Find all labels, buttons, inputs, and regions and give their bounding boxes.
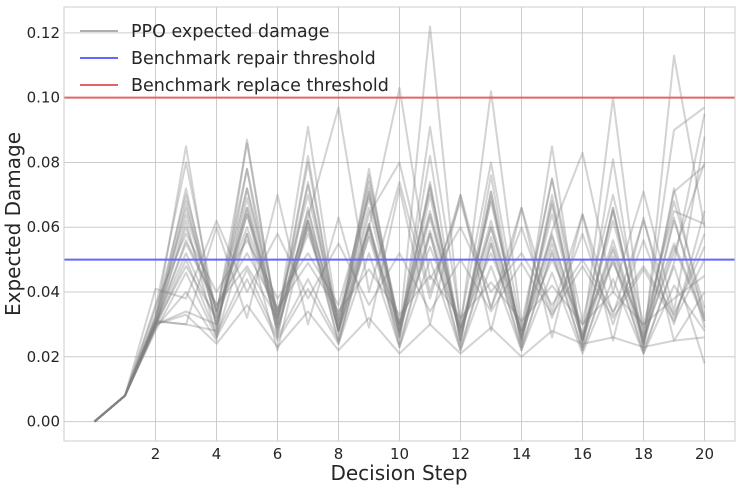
x-tick-label: 16 bbox=[573, 445, 592, 463]
legend-label-repair: Benchmark repair threshold bbox=[131, 49, 376, 69]
ppo-series-line-22 bbox=[93, 303, 705, 423]
x-tick-label: 4 bbox=[212, 445, 222, 463]
x-tick-label: 20 bbox=[695, 445, 714, 463]
legend-label-replace: Benchmark replace threshold bbox=[131, 76, 389, 96]
ppo-series-line-20 bbox=[93, 242, 706, 423]
y-axis-label: Expected Damage bbox=[1, 132, 25, 316]
x-tick-labels: 2 4 6 8 10 12 14 16 18 20 bbox=[151, 445, 714, 463]
x-tick-label: 10 bbox=[390, 445, 409, 463]
ppo-series-line-12 bbox=[93, 25, 705, 423]
ppo-series-line-5 bbox=[93, 142, 706, 423]
x-tick-label: 18 bbox=[634, 445, 653, 463]
threshold-lines bbox=[64, 96, 735, 261]
y-tick-label: 0.02 bbox=[27, 348, 60, 366]
x-tick-label: 6 bbox=[273, 445, 283, 463]
x-tick-label: 12 bbox=[451, 445, 470, 463]
ppo-series-line-11 bbox=[93, 187, 706, 423]
x-tick-label: 2 bbox=[151, 445, 161, 463]
y-tick-label: 0.06 bbox=[27, 218, 60, 236]
y-tick-label: 0.04 bbox=[27, 283, 60, 301]
ppo-series-line-16 bbox=[93, 54, 706, 423]
ppo-series-line-18 bbox=[93, 136, 706, 423]
y-tick-label: 0.12 bbox=[27, 24, 60, 42]
ppo-series-line-6 bbox=[93, 252, 706, 423]
ppo-series-line-2 bbox=[93, 226, 706, 423]
series-layer bbox=[93, 25, 706, 423]
ppo-series-line-14 bbox=[93, 86, 706, 423]
y-tick-label: 0.08 bbox=[27, 153, 60, 171]
ppo-series-line-1 bbox=[93, 145, 706, 423]
y-tick-labels: 0.00 0.02 0.04 0.06 0.08 0.10 0.12 bbox=[27, 24, 60, 431]
ppo-series-line-9 bbox=[93, 162, 706, 423]
x-tick-label: 8 bbox=[334, 445, 344, 463]
ppo-series-line-3 bbox=[93, 154, 706, 423]
x-tick-label: 14 bbox=[512, 445, 531, 463]
y-tick-label: 0.00 bbox=[27, 413, 60, 431]
ppo-series-line-8 bbox=[93, 161, 706, 423]
x-axis-label: Decision Step bbox=[330, 461, 467, 485]
ppo-series-line-13 bbox=[93, 125, 706, 423]
ppo-series-line-15 bbox=[93, 106, 706, 423]
ppo-series-line-19 bbox=[93, 164, 706, 423]
ppo-series-line-17 bbox=[93, 96, 706, 423]
ppo-series-line-7 bbox=[93, 219, 706, 423]
ppo-series-line-21 bbox=[93, 223, 706, 423]
y-tick-label: 0.10 bbox=[27, 89, 60, 107]
legend-label-ppo: PPO expected damage bbox=[131, 22, 330, 42]
plot-frame bbox=[63, 6, 736, 442]
legend: PPO expected damage Benchmark repair thr… bbox=[80, 22, 389, 96]
